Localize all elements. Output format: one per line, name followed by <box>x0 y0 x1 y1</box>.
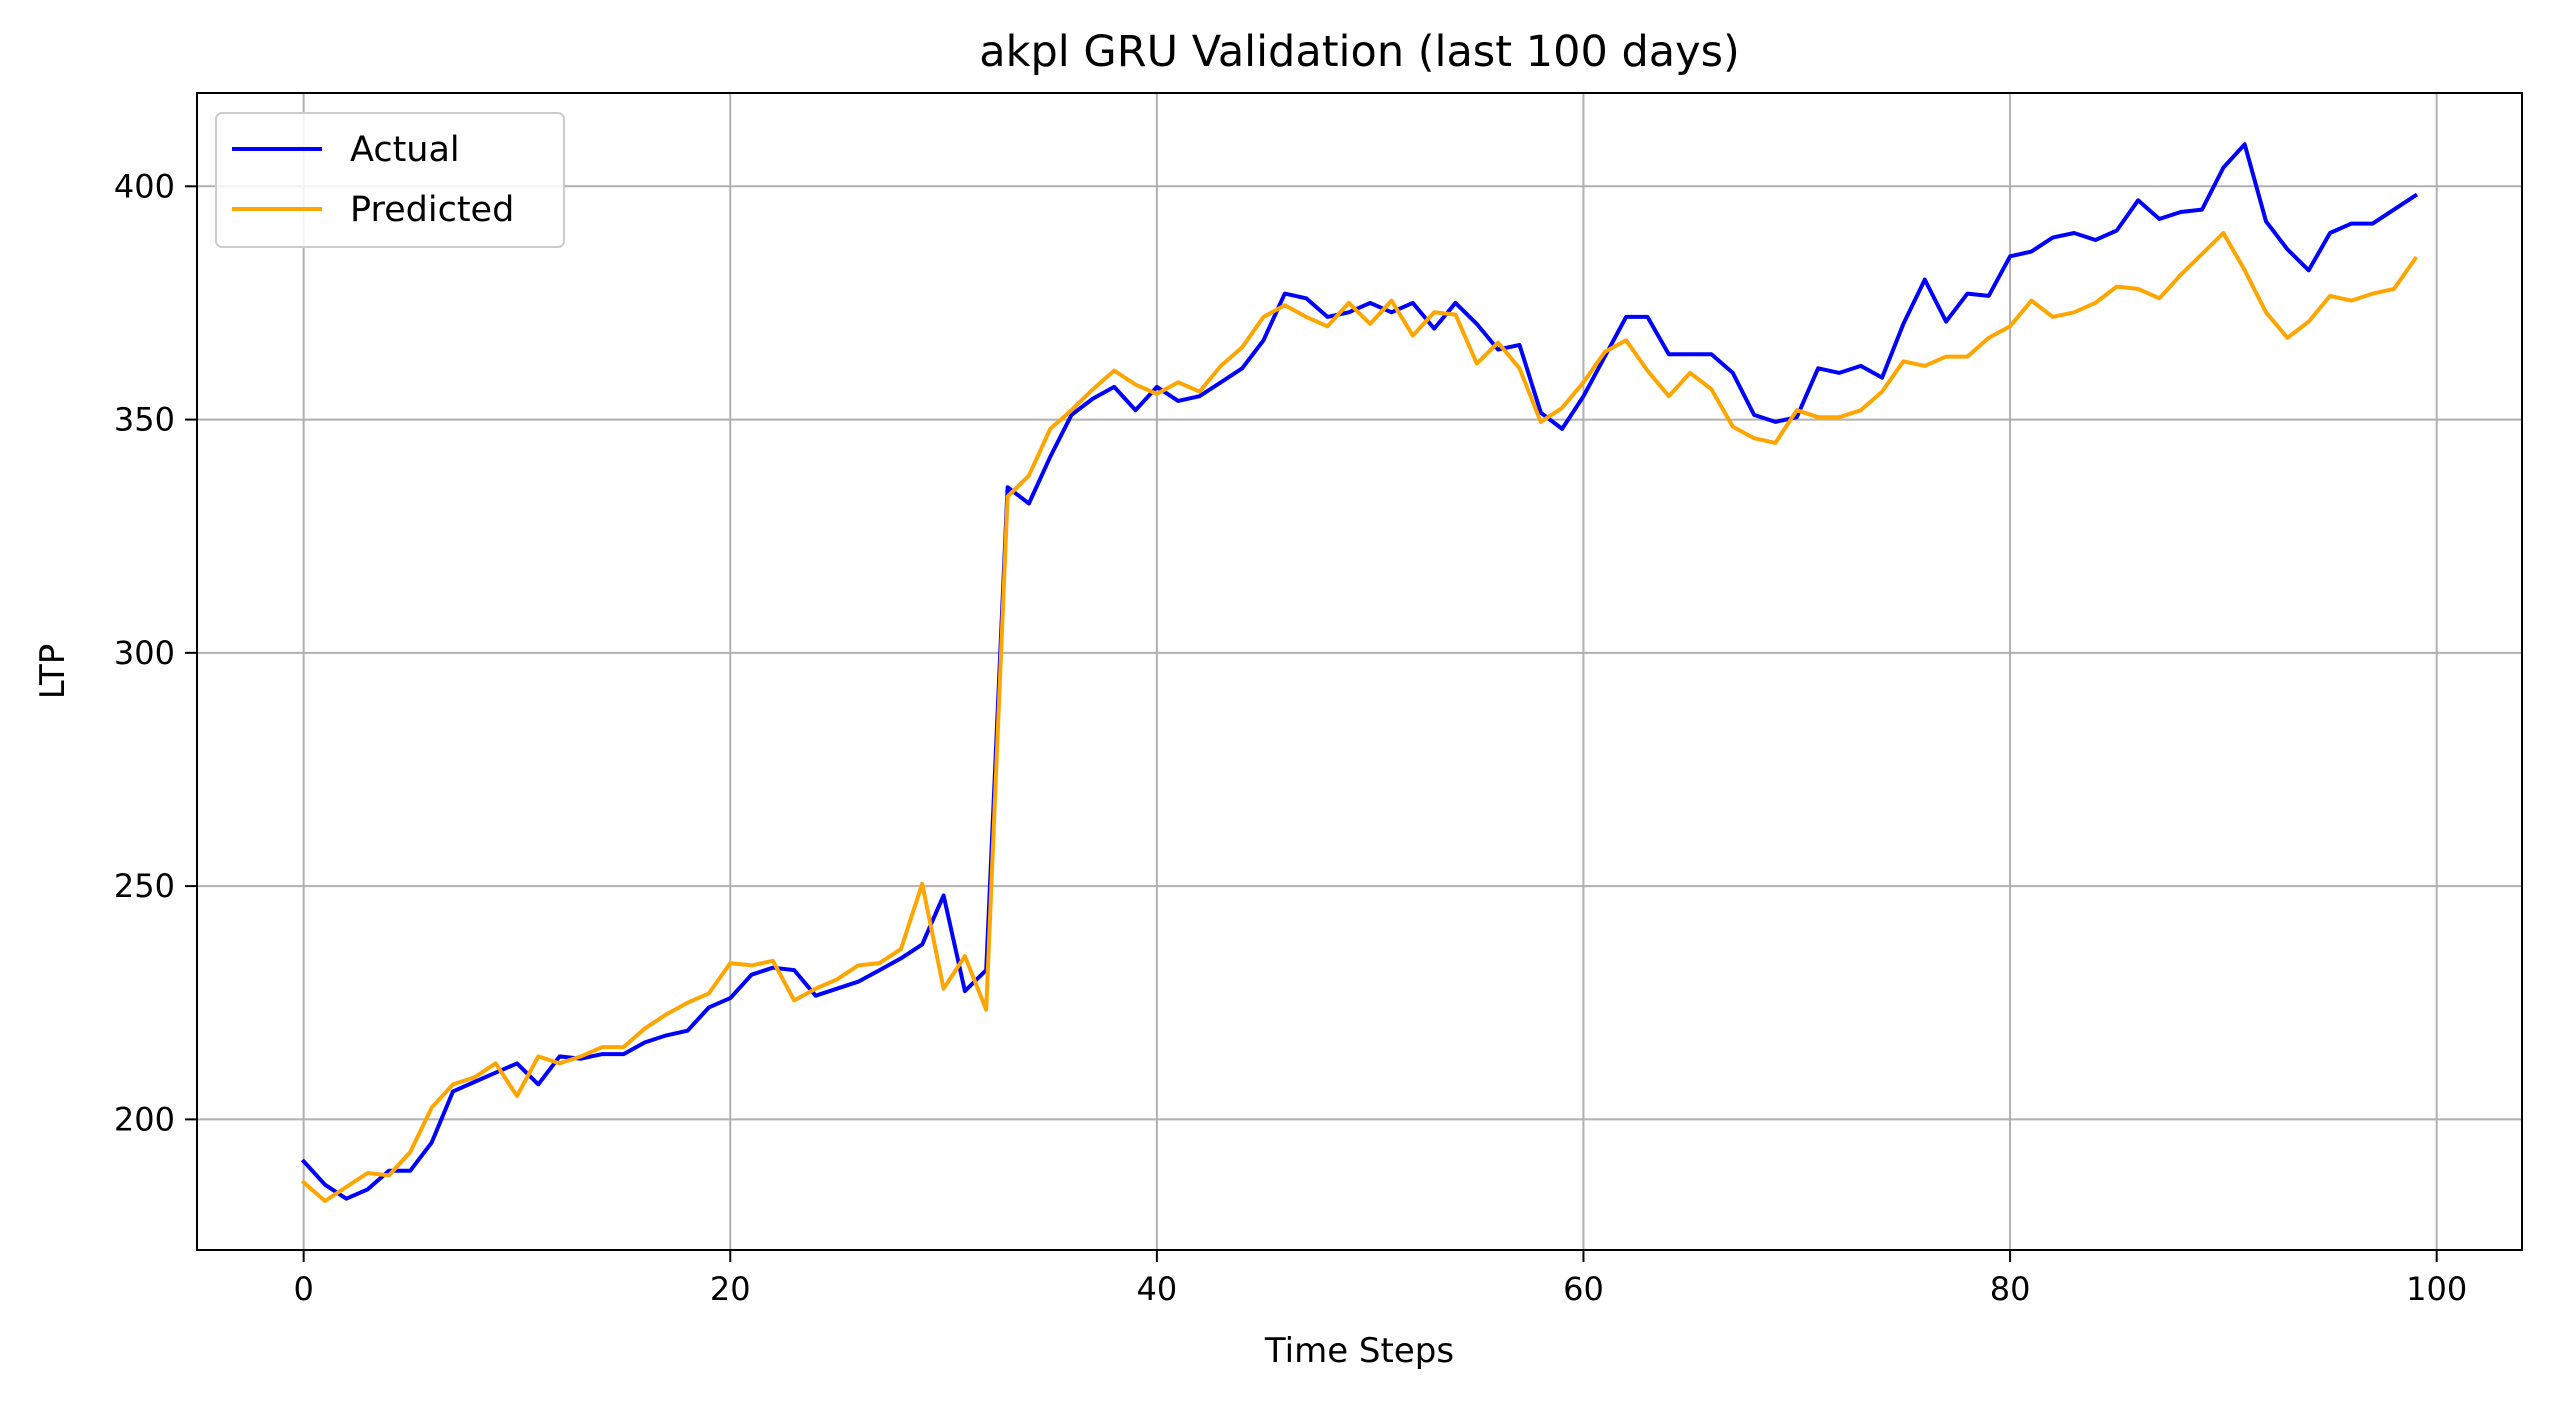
y-tick-label: 200 <box>114 1100 175 1138</box>
legend-box <box>215 112 565 248</box>
legend-label-predicted: Predicted <box>350 190 514 230</box>
x-tick-label: 100 <box>2406 1270 2467 1308</box>
y-tick-label: 400 <box>114 167 175 205</box>
legend: Actual Predicted <box>215 112 565 248</box>
x-tick-label: 20 <box>710 1270 751 1308</box>
y-axis-label: LTP <box>33 644 73 700</box>
y-tick-label: 350 <box>114 401 175 439</box>
series-line-actual <box>300 142 2419 1201</box>
plot-frame <box>196 92 2523 1251</box>
grid <box>197 93 2522 1250</box>
x-axis-label: Time Steps <box>1264 1331 1454 1371</box>
y-tick-label: 300 <box>114 634 175 672</box>
series-lines <box>300 142 2419 1203</box>
x-tick-label: 60 <box>1563 1270 1604 1308</box>
series-line-predicted <box>300 231 2419 1203</box>
legend-label-actual: Actual <box>350 130 460 170</box>
x-tick-label: 0 <box>293 1270 313 1308</box>
y-tick-label: 250 <box>114 867 175 905</box>
chart-title: akpl GRU Validation (last 100 days) <box>979 27 1740 77</box>
x-tick-label: 80 <box>1990 1270 2031 1308</box>
ticks: 0 20 40 60 80 100 200 250 300 350 400 <box>114 167 2467 1308</box>
x-tick-label: 40 <box>1137 1270 1178 1308</box>
